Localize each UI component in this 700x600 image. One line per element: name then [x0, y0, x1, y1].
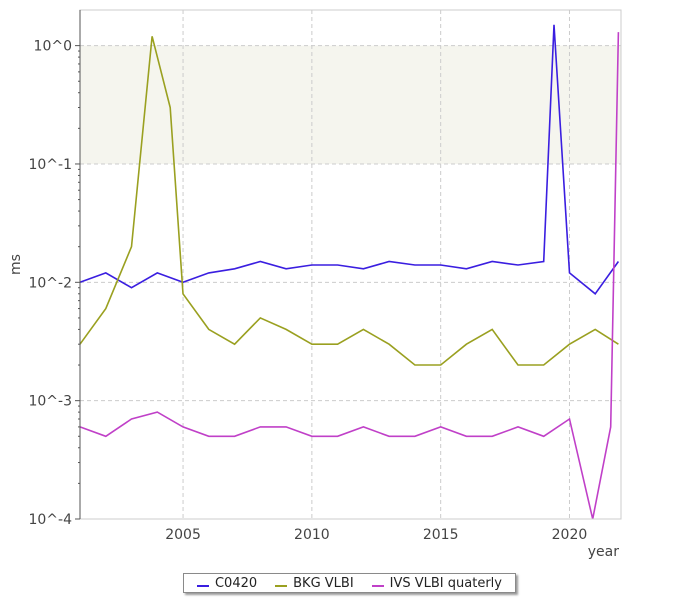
series-line-bkg-vlbi: [79, 36, 619, 366]
legend-swatch-ivs-vlbi: [371, 585, 384, 587]
y-tick-label: 10^-4: [28, 512, 72, 528]
x-tick-label: 2020: [552, 527, 588, 543]
legend-label-c0420: C0420: [214, 575, 258, 591]
legend-item-bkg-vlbi[interactable]: BKG VLBI: [275, 576, 354, 591]
series-line-c0420: [79, 24, 620, 295]
legend-label-bkg-vlbi: BKG VLBI: [293, 575, 354, 591]
legend-swatch-c0420: [196, 585, 209, 587]
y-axis-title: ms: [8, 254, 24, 275]
y-tick-label: 10^-1: [28, 157, 72, 173]
x-tick-label: 2005: [165, 527, 201, 543]
legend: C0420 BKG VLBI IVS VLBI quaterly: [183, 573, 516, 593]
x-axis-title: year: [588, 544, 619, 560]
legend-label-ivs-vlbi: IVS VLBI quaterly: [389, 575, 502, 591]
x-tick-label: 2010: [294, 527, 330, 543]
shaded-band: [80, 45, 621, 164]
y-tick-label: 10^0: [34, 39, 72, 55]
y-tick-label: 10^-2: [28, 275, 72, 291]
legend-swatch-bkg-vlbi: [275, 585, 288, 587]
y-tick-label: 10^-3: [28, 394, 72, 410]
legend-item-c0420[interactable]: C0420: [196, 575, 258, 591]
series-line-ivs-vlbi-quaterly: [79, 32, 620, 520]
legend-item-ivs-vlbi[interactable]: IVS VLBI quaterly: [371, 575, 502, 591]
x-tick-label: 2015: [423, 527, 459, 543]
